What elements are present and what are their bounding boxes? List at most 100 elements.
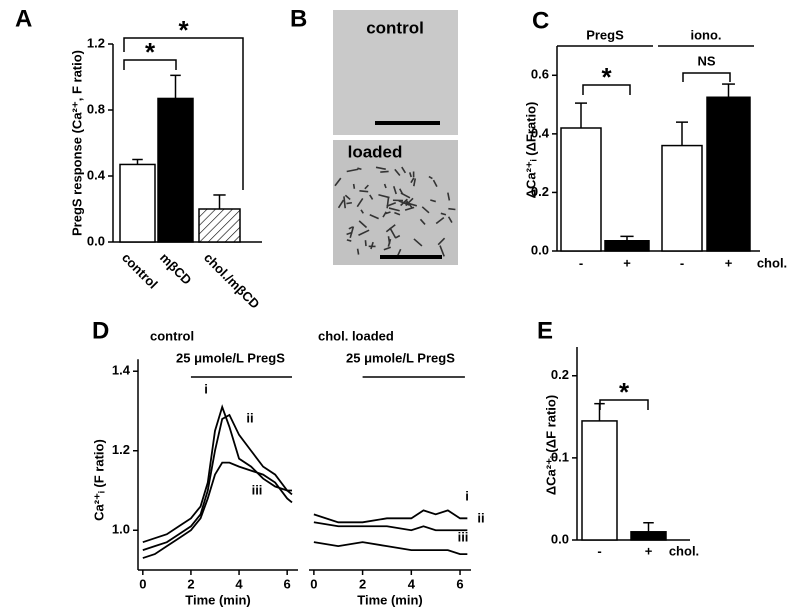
- x-tick-label: 2: [359, 576, 366, 591]
- series-label: ii: [477, 510, 484, 525]
- y-tick-label: 0.0: [87, 233, 105, 248]
- cell: [344, 194, 351, 201]
- cell: [369, 214, 379, 220]
- cell: [413, 178, 417, 187]
- x-tick-label: 6: [456, 576, 463, 591]
- panel-title: control: [150, 328, 194, 343]
- cell: [360, 209, 364, 214]
- cell: [405, 197, 414, 207]
- cell: [399, 188, 404, 195]
- cell: [448, 207, 456, 211]
- cell: [364, 184, 369, 190]
- x-tick-label: 4: [408, 576, 416, 591]
- cell: [388, 207, 400, 212]
- significance-bracket: [123, 37, 244, 190]
- bar: [157, 97, 194, 243]
- series-label: ii: [246, 410, 253, 425]
- cell: [394, 234, 401, 239]
- x-tick-label: -: [680, 255, 684, 270]
- y-tick-label: 1.0: [112, 522, 130, 537]
- image-label: control: [366, 18, 424, 37]
- cell: [392, 186, 397, 195]
- panel-label: C: [532, 7, 549, 34]
- cell: [383, 183, 387, 189]
- line: [313, 521, 468, 532]
- cell: [447, 192, 451, 201]
- cell: [359, 190, 369, 193]
- cell: [394, 211, 401, 216]
- y-tick-label: 0.4: [87, 167, 106, 182]
- significance-label: *: [619, 377, 630, 407]
- y-tick-label: 0.0: [551, 531, 569, 546]
- significance-bracket: [582, 84, 631, 95]
- significance-bracket: [123, 59, 177, 70]
- x-axis-label: Time (min): [357, 592, 423, 607]
- cell: [346, 239, 352, 242]
- y-tick-label: 0.0: [531, 242, 549, 257]
- x-note: chol.: [757, 255, 787, 270]
- significance-bracket: [682, 72, 731, 82]
- group-label: iono.: [690, 27, 721, 42]
- y-axis-label: Ca²⁺ᵢ (F ratio): [91, 439, 106, 521]
- significance-label: *: [601, 62, 612, 92]
- x-tick-label: 4: [235, 576, 243, 591]
- cell: [383, 246, 391, 251]
- panel-label: A: [15, 5, 32, 32]
- x-tick-label: 6: [284, 576, 291, 591]
- cell: [432, 179, 438, 188]
- line: [313, 541, 468, 555]
- y-axis-label: ΔCa²⁺ᵢ (ΔF ratio): [543, 395, 558, 495]
- cell: [382, 211, 387, 218]
- cell: [356, 248, 360, 255]
- cell: [358, 229, 370, 236]
- cell: [440, 212, 447, 216]
- y-tick-label: 1.2: [87, 35, 105, 50]
- bar: [630, 531, 667, 541]
- cell: [413, 238, 423, 247]
- micrograph: [333, 10, 458, 135]
- bar: [581, 420, 618, 541]
- cell: [357, 167, 362, 171]
- cell: [337, 199, 345, 209]
- x-note: chol.: [669, 543, 699, 558]
- bar: [119, 163, 156, 243]
- cell: [348, 226, 353, 230]
- x-tick-label: +: [725, 255, 733, 270]
- cell: [421, 206, 430, 214]
- significance-label: *: [145, 37, 156, 67]
- cell: [386, 201, 397, 208]
- group-label: PregS: [586, 27, 624, 42]
- image-label: loaded: [348, 142, 403, 161]
- cell: [375, 166, 386, 171]
- line: [142, 404, 292, 544]
- y-tick-label: 1.2: [112, 442, 130, 457]
- cell: [364, 240, 367, 247]
- cell: [408, 172, 412, 178]
- y-axis-label: ΔCa²⁺ᵢ (ΔFratio): [523, 102, 538, 199]
- y-tick-label: 0.1: [551, 449, 569, 464]
- cell: [378, 193, 390, 199]
- stimulus-label: 25 μmole/L PregS: [346, 350, 455, 365]
- bar: [604, 240, 650, 252]
- cell: [349, 226, 355, 239]
- stimulus-label: 25 μmole/L PregS: [176, 350, 285, 365]
- cell: [394, 168, 401, 177]
- cell: [346, 168, 359, 173]
- cell: [352, 183, 356, 189]
- x-axis-label: Time (min): [185, 592, 251, 607]
- series-label: iii: [252, 482, 263, 497]
- series-label: i: [465, 488, 469, 503]
- bar: [661, 144, 703, 252]
- cell: [358, 220, 368, 229]
- series-label: i: [204, 381, 208, 396]
- significance-label: *: [178, 15, 189, 45]
- series-label: iii: [458, 529, 469, 544]
- bar: [706, 96, 751, 252]
- line: [313, 509, 468, 524]
- cell: [401, 166, 407, 174]
- line: [142, 461, 293, 559]
- cell: [428, 175, 433, 180]
- y-tick-label: 0.8: [87, 101, 105, 116]
- x-tick-label: 0: [310, 576, 317, 591]
